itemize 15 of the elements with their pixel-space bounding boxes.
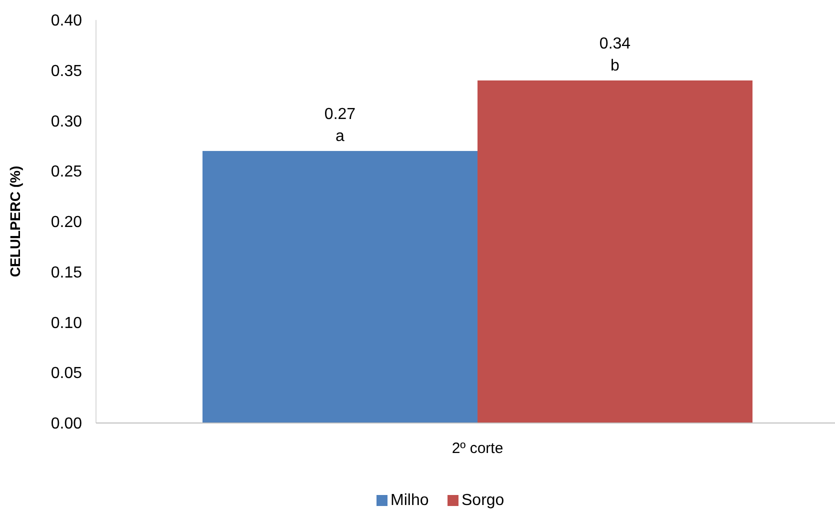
data-label: 0.34 b (599, 35, 631, 74)
legend-label: Sorgo (462, 492, 504, 509)
x-tick-label: 2º corte (452, 440, 504, 457)
y-tick-label: 0.35 (50, 62, 82, 80)
y-tick-label: 0.15 (50, 264, 82, 282)
y-tick-label: 0.05 (50, 365, 82, 382)
y-tick-label: 0.25 (50, 164, 82, 181)
y-tick-label: 0.00 (50, 416, 82, 433)
y-tick-label: 0.20 (50, 214, 82, 232)
y-tick-label: 0.40 (50, 12, 82, 30)
y-axis-title: CELULPERC (%) (7, 166, 23, 278)
legend-label: Milho (390, 492, 429, 509)
y-tick-label: 0.30 (50, 113, 82, 130)
y-tick-label: 0.10 (50, 314, 82, 332)
data-label: 0.27 a (324, 106, 356, 145)
